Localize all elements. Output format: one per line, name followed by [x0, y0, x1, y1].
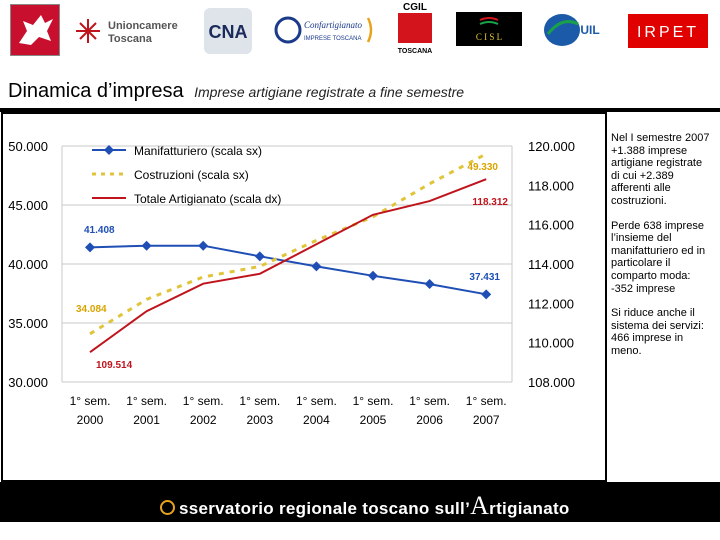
unioncamere-line1: Unioncamere — [108, 20, 178, 32]
x-tick-label: 1° sem. — [126, 394, 167, 408]
footer-suffix: rtigianato — [489, 499, 570, 518]
regione-toscana-logo — [10, 4, 60, 56]
irpet-text: IRPET — [637, 24, 699, 41]
y-left-tick-label: 45.000 — [8, 198, 48, 213]
slide-title: Dinamica d’impresa Imprese artigiane reg… — [8, 80, 464, 103]
confartigianato-circle-icon — [274, 16, 302, 44]
uil-text: UIL — [580, 23, 599, 37]
x-tick-label-year: 2000 — [77, 413, 104, 427]
unioncamere-star-icon — [76, 19, 100, 43]
y-left-tick-label: 30.000 — [8, 375, 48, 390]
y-right-tick-label: 114.000 — [528, 257, 574, 272]
irpet-logo: IRPET — [628, 14, 708, 48]
legend-label: Costruzioni (scala sx) — [134, 168, 249, 182]
x-tick-label: 1° sem. — [70, 394, 111, 408]
x-tick-label: 1° sem. — [466, 394, 507, 408]
data-point — [481, 289, 492, 300]
uil-logo: UIL — [542, 10, 604, 48]
cna-text: CNA — [209, 22, 248, 42]
data-point — [368, 270, 378, 281]
cgil-sub-text: TOSCANA — [398, 48, 432, 55]
line-chart: 30.000 35.000 40.000 45.000 50.000 108.000 110… — [1, 112, 607, 482]
unioncamere-logo: Unioncamere Toscana — [76, 14, 186, 48]
cna-logo: CNA — [204, 8, 252, 54]
footer-prefix: sservatorio regionale toscano sull’ — [179, 499, 471, 518]
x-tick-label: 1° sem. — [353, 394, 394, 408]
confartigianato-line2: IMPRESE TOSCANA — [304, 36, 361, 42]
data-label-last: 37.431 — [469, 272, 500, 283]
note-1: Nel I semestre 2007 +1.388 imprese artig… — [611, 132, 710, 207]
legend-label: Totale Artigianato (scala dx) — [134, 192, 281, 206]
series-line-1 — [89, 244, 487, 296]
x-tick-label-year: 2004 — [303, 413, 330, 427]
data-point — [141, 240, 152, 251]
footer-banner: sservatorio regionale toscano sull’Artig… — [0, 482, 720, 522]
pegasus-icon — [19, 15, 53, 45]
notes-panel: Nel I semestre 2007 +1.388 imprese artig… — [611, 132, 711, 370]
page-title: Dinamica d’impresa — [8, 80, 184, 102]
y-right-tick-label: 112.000 — [528, 296, 574, 311]
unioncamere-line2: Toscana — [108, 33, 153, 45]
x-tick-label-year: 2002 — [190, 413, 217, 427]
data-label-last: 49.330 — [467, 162, 498, 173]
x-tick-label-year: 2001 — [133, 413, 160, 427]
cgil-text: CGIL — [403, 2, 427, 13]
x-tick-label-year: 2003 — [246, 413, 273, 427]
data-point — [198, 240, 209, 251]
confartigianato-logo: Confartigianato IMPRESE TOSCANA — [274, 12, 378, 50]
data-label-last: 118.312 — [472, 197, 508, 208]
note-3: Si riduce anche il sistema dei servizi: … — [611, 307, 704, 357]
confartigianato-line1: Confartigianato — [304, 20, 363, 30]
y-right-tick-label: 118.000 — [528, 178, 574, 193]
x-tick-label: 1° sem. — [296, 394, 337, 408]
x-tick-label: 1° sem. — [183, 394, 224, 408]
legend-marker — [104, 145, 114, 155]
x-tick-label: 1° sem. — [239, 394, 280, 408]
cgil-logo: CGIL TOSCANA — [396, 0, 434, 56]
x-tick-label-year: 2005 — [360, 413, 387, 427]
x-tick-label: 1° sem. — [409, 394, 450, 408]
footer-big-letter: A — [470, 491, 490, 520]
data-label-first: 34.084 — [76, 304, 107, 315]
cisl-text: C I S L — [476, 32, 502, 42]
y-left-tick-label: 40.000 — [8, 257, 48, 272]
data-point — [85, 242, 95, 253]
series-line-3 — [89, 178, 487, 354]
data-label-first: 41.408 — [84, 225, 115, 236]
page-subtitle: Imprese artigiane registrate a fine seme… — [194, 84, 465, 100]
x-tick-label-year: 2006 — [416, 413, 443, 427]
data-point — [424, 279, 435, 290]
y-left-tick-label: 50.000 — [8, 139, 48, 154]
y-right-tick-label: 110.000 — [528, 336, 574, 351]
data-point — [311, 261, 322, 272]
data-label-first: 109.514 — [96, 360, 133, 371]
cisl-logo: C I S L — [456, 12, 522, 46]
x-tick-label-year: 2007 — [473, 413, 500, 427]
y-right-tick-label: 116.000 — [528, 218, 574, 233]
y-right-tick-label: 108.000 — [528, 375, 575, 390]
logo-bar: Unioncamere Toscana CNA Confartigianato … — [0, 0, 720, 62]
y-left-tick-label: 35.000 — [8, 316, 48, 331]
ring-logo-icon — [160, 500, 175, 515]
legend-label: Manifatturiero (scala sx) — [134, 144, 262, 158]
title-divider — [0, 108, 720, 112]
data-point — [254, 251, 265, 262]
footer-title: sservatorio regionale toscano sull’Artig… — [160, 491, 570, 521]
note-2: Perde 638 imprese l’insieme del manifatt… — [611, 219, 706, 295]
y-right-tick-label: 120.000 — [528, 139, 575, 154]
